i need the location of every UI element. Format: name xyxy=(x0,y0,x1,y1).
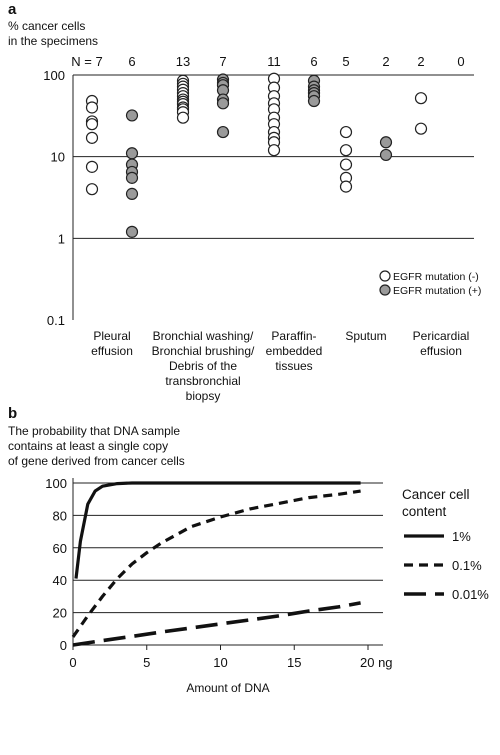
legend-label: 0.1% xyxy=(452,558,482,573)
data-point-egfr-pos xyxy=(379,148,393,162)
x-tick-label: 15 xyxy=(287,655,301,670)
y-axis-label: contains at least a single copy xyxy=(8,439,168,453)
data-point-egfr-pos xyxy=(216,97,230,110)
legend-title: Cancer cell xyxy=(402,487,470,502)
category-label: transbronchial xyxy=(165,374,240,388)
x-tick-label: 10 xyxy=(213,655,227,670)
panel-label: b xyxy=(8,405,17,422)
data-point-egfr-pos xyxy=(216,125,230,139)
n-count-neg: N = 7 xyxy=(71,54,102,69)
y-tick-label: 40 xyxy=(53,573,67,588)
y-axis-label: of gene derived from cancer cells xyxy=(8,454,185,468)
data-point-egfr-neg xyxy=(85,160,99,173)
x-axis-label: Amount of DNA xyxy=(186,681,269,695)
y-tick-label: 0 xyxy=(60,638,67,653)
y-tick-label: 0.1 xyxy=(47,313,65,328)
series-line-001 xyxy=(72,601,361,647)
data-point-egfr-neg xyxy=(339,158,353,171)
x-tick-label: 5 xyxy=(143,655,150,670)
y-tick-label: 80 xyxy=(53,508,67,523)
n-count-neg: 5 xyxy=(342,54,349,69)
x-tick-label: 0 xyxy=(69,655,76,670)
y-tick-label: 10 xyxy=(51,150,65,165)
n-count-pos: 2 xyxy=(382,54,389,69)
data-point-egfr-neg xyxy=(414,92,428,105)
data-point-egfr-pos xyxy=(379,136,393,149)
legend-label: EGFR mutation (+) xyxy=(393,285,481,297)
category-label: Bronchial brushing/ xyxy=(152,344,255,358)
n-count-neg: 13 xyxy=(176,54,190,69)
category-label: effusion xyxy=(420,344,462,358)
legend-title: content xyxy=(402,504,447,519)
n-count-pos: 6 xyxy=(128,54,135,69)
data-point-egfr-pos xyxy=(125,109,139,122)
category-label: biopsy xyxy=(186,389,221,403)
data-point-egfr-neg xyxy=(85,183,99,196)
data-point-egfr-neg xyxy=(339,125,353,139)
category-label: Pleural xyxy=(93,329,130,343)
n-count-pos: 7 xyxy=(219,54,226,69)
data-point-egfr-neg xyxy=(339,180,353,193)
category-label: Bronchial washing/ xyxy=(153,329,254,343)
data-point-egfr-neg xyxy=(339,144,353,157)
data-point-egfr-neg xyxy=(414,122,428,135)
panel-label: a xyxy=(8,1,17,18)
n-count-neg: 2 xyxy=(417,54,424,69)
category-label: tissues xyxy=(275,359,312,373)
series-line-01 xyxy=(71,489,361,638)
legend-label: 0.01% xyxy=(452,587,489,602)
category-label: effusion xyxy=(91,344,133,358)
category-label: Sputum xyxy=(345,329,386,343)
data-point-egfr-pos xyxy=(125,187,139,201)
data-point-egfr-pos xyxy=(125,147,139,160)
n-count-pos: 6 xyxy=(310,54,317,69)
y-axis-label: in the specimens xyxy=(8,34,98,48)
category-label: Debris of the xyxy=(169,359,237,373)
y-tick-label: 100 xyxy=(45,476,67,491)
legend-label: 1% xyxy=(452,529,471,544)
category-label: Pericardial xyxy=(413,329,470,343)
y-tick-label: 20 xyxy=(53,606,67,621)
n-count-neg: 11 xyxy=(267,54,281,69)
y-tick-label: 1 xyxy=(58,231,65,246)
panel-b: 0 20 40 60 80 100 0 5 10 15 20 ng Amount of DNA Canc… xyxy=(45,476,489,695)
y-axis-label: The probability that DNA sample xyxy=(8,424,180,438)
data-point-egfr-neg xyxy=(85,118,99,131)
data-point-egfr-neg xyxy=(176,111,190,124)
series-line-1 xyxy=(74,481,361,579)
data-point-egfr-neg xyxy=(267,144,281,157)
y-tick-label: 60 xyxy=(53,541,67,556)
data-point-egfr-neg xyxy=(85,101,99,114)
legend-label: EGFR mutation (-) xyxy=(393,271,479,283)
legend-marker xyxy=(379,284,391,296)
data-point-egfr-pos xyxy=(125,225,139,238)
data-point-egfr-pos xyxy=(307,94,321,108)
y-axis-label: % cancer cells xyxy=(8,19,85,33)
x-tick-label: 20 ng xyxy=(360,655,393,670)
y-tick-label: 100 xyxy=(43,68,65,83)
category-label: embedded xyxy=(266,344,323,358)
category-label: Paraffin- xyxy=(271,329,316,343)
data-point-egfr-neg xyxy=(85,131,99,144)
n-count-pos: 0 xyxy=(457,54,464,69)
legend-marker xyxy=(379,270,391,282)
data-point-egfr-pos xyxy=(125,171,139,184)
